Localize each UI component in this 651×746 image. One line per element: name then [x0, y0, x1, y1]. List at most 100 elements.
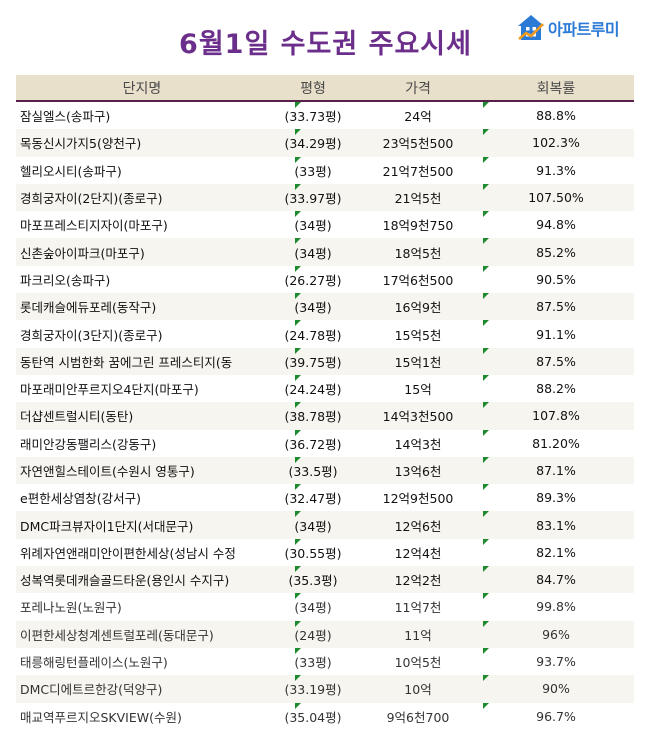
cell-marker-icon	[483, 429, 489, 436]
cell-marker-icon	[483, 402, 489, 409]
cell-marker-icon	[483, 129, 489, 136]
table-row: 매교역푸르지오SKVIEW(수원) (35.04평) 9억6천700 96.7%	[16, 702, 634, 730]
header-price: 가격	[405, 80, 431, 97]
cell-name: 더샵센트럴시티(동탄)	[20, 409, 134, 425]
table-row: 이편한세상청계센트럴포레(동대문구) (24평) 11억 96%	[16, 620, 634, 648]
cell-marker-icon	[295, 293, 301, 300]
cell-rate: 90.5%	[536, 271, 576, 287]
header-rate: 회복률	[536, 80, 576, 97]
cell-marker-icon	[295, 211, 301, 218]
cell-marker-icon	[295, 374, 301, 381]
table-row: 위례자연앤래미안이편한세상(성남시 수정 (30.55평) 12억4천 82.1%	[16, 538, 634, 566]
cell-size: (34평)	[294, 218, 332, 234]
cell-price: 21억5천	[394, 191, 442, 207]
cell-name: 성복역롯데캐슬골드타운(용인시 수지구)	[20, 573, 230, 589]
table-row: 경희궁자이(3단지)(종로구) (24.78평) 15억5천 91.1%	[16, 320, 634, 347]
table-row: 마포프레스티지자이(마포구) (34평) 18억9천750 94.8%	[16, 211, 634, 238]
cell-name: DMC디에트르한강(덕양구)	[20, 682, 163, 698]
cell-rate: 87.1%	[536, 463, 576, 478]
cell-name: 신촌숲아이파크(마포구)	[20, 245, 145, 261]
table-row: 잠실엘스(송파구) (33.73평) 24억 88.8%	[16, 102, 634, 129]
table-row: 래미안강동팰리스(강동구) (36.72평) 14억3천 81.20%	[16, 429, 634, 457]
cell-rate: 96%	[542, 626, 570, 642]
table-row: 포레나노원(노원구) (34평) 11억7천 99.8%	[16, 593, 634, 620]
table-row: 동탄역 시범한화 꿈에그린 프레스티지(동 (39.75평) 15억1천 87.5%	[16, 347, 634, 375]
cell-marker-icon	[483, 675, 489, 682]
cell-price: 12억4천	[394, 545, 442, 561]
cell-size: (36.72평)	[284, 436, 342, 452]
table-row: 더샵센트럴시티(동탄) (38.78평) 14억3천500 107.8%	[16, 402, 634, 430]
cell-marker-icon	[295, 156, 301, 163]
header-size: 평형	[300, 80, 326, 97]
cell-rate: 102.3%	[532, 135, 580, 151]
cell-marker-icon	[483, 374, 489, 381]
cell-rate: 82.1%	[536, 544, 576, 560]
page-title: 6월1일 수도권 주요시세	[179, 29, 472, 60]
table-body: 잠실엘스(송파구) (33.73평) 24억 88.8% 목동신시가지5(양천구) (34…	[16, 102, 634, 730]
cell-marker-icon	[483, 511, 489, 518]
cell-price: 13억6천	[394, 464, 442, 479]
cell-marker-icon	[483, 647, 489, 654]
cell-price: 15억1천	[394, 354, 442, 370]
cell-size: (34평)	[294, 600, 332, 616]
cell-size: (34.29평)	[284, 136, 342, 152]
cell-rate: 83.1%	[536, 517, 576, 533]
cell-marker-icon	[483, 238, 489, 245]
cell-marker-icon	[295, 238, 301, 245]
cell-name: 래미안강동팰리스(강동구)	[20, 436, 157, 452]
table-row: 마포래미안푸르지오4단지(마포구) (24.24평) 15억 88.2%	[16, 374, 634, 402]
cell-size: (24평)	[294, 627, 332, 643]
cell-size: (35.04평)	[284, 709, 342, 725]
cell-price: 14억3천500	[382, 409, 454, 425]
cell-marker-icon	[295, 647, 301, 654]
cell-price: 10억5천	[394, 655, 442, 671]
cell-name: 매교역푸르지오SKVIEW(수원)	[20, 709, 182, 725]
table-header: 단지명 평형 가격 회복률	[16, 75, 634, 102]
cell-name: 파크리오(송파구)	[20, 272, 111, 288]
cell-marker-icon	[483, 538, 489, 545]
header-name: 단지명	[122, 80, 162, 97]
cell-price: 15억5천	[394, 327, 442, 343]
cell-name: 위례자연앤래미안이편한세상(성남시 수정	[20, 545, 236, 561]
cell-rate: 99.8%	[536, 599, 576, 615]
cell-rate: 87.5%	[536, 299, 576, 315]
cell-name: 롯데캐슬에듀포레(동작구)	[20, 300, 157, 316]
cell-name: 동탄역 시범한화 꿈에그린 프레스티지(동	[20, 354, 233, 370]
cell-name: 태릉해링턴플레이스(노원구)	[20, 655, 168, 671]
cell-marker-icon	[483, 265, 489, 272]
cell-rate: 89.3%	[536, 490, 576, 506]
cell-name: 자연앤힐스테이트(수원시 영통구)	[20, 464, 195, 479]
cell-name: 포레나노원(노원구)	[20, 600, 122, 616]
cell-price: 18억9천750	[382, 218, 454, 234]
cell-size: (33.19평)	[284, 682, 342, 698]
cell-name: 경희궁자이(2단지)(종로구)	[20, 191, 163, 207]
cell-name: 목동신시가지5(양천구)	[20, 136, 142, 152]
cell-size: (33.97평)	[284, 191, 342, 207]
cell-marker-icon	[295, 183, 301, 190]
cell-marker-icon	[295, 675, 301, 682]
cell-rate: 93.7%	[536, 654, 576, 670]
cell-price: 12억6천	[394, 518, 442, 534]
cell-size: (33.73평)	[284, 109, 342, 125]
cell-name: 경희궁자이(3단지)(종로구)	[20, 327, 163, 343]
cell-marker-icon	[483, 293, 489, 300]
cell-rate: 91.3%	[536, 162, 576, 178]
cell-size: (26.27평)	[284, 272, 342, 288]
table-row: e편한세상염창(강서구) (32.47평) 12억9천500 89.3%	[16, 484, 634, 511]
cell-marker-icon	[483, 456, 489, 463]
house-icon	[518, 15, 544, 40]
table-row: DMC파크뷰자이1단지(서대문구) (34평) 12억6천 83.1%	[16, 511, 634, 539]
cell-marker-icon	[295, 484, 301, 491]
cell-size: (30.55평)	[284, 545, 342, 561]
cell-size: (24.78평)	[284, 327, 342, 343]
cell-marker-icon	[483, 620, 489, 627]
cell-marker-icon	[483, 702, 489, 709]
cell-marker-icon	[483, 183, 489, 190]
table-row: 목동신시가지5(양천구) (34.29평) 23억5천500 102.3%	[16, 129, 634, 157]
cell-marker-icon	[483, 484, 489, 491]
cell-marker-icon	[295, 702, 301, 709]
table-row: 파크리오(송파구) (26.27평) 17억6천500 90.5%	[16, 265, 634, 293]
logo: 아파트루미	[516, 13, 620, 43]
cell-size: (33평)	[294, 655, 332, 671]
cell-name: 마포프레스티지자이(마포구)	[20, 218, 168, 234]
